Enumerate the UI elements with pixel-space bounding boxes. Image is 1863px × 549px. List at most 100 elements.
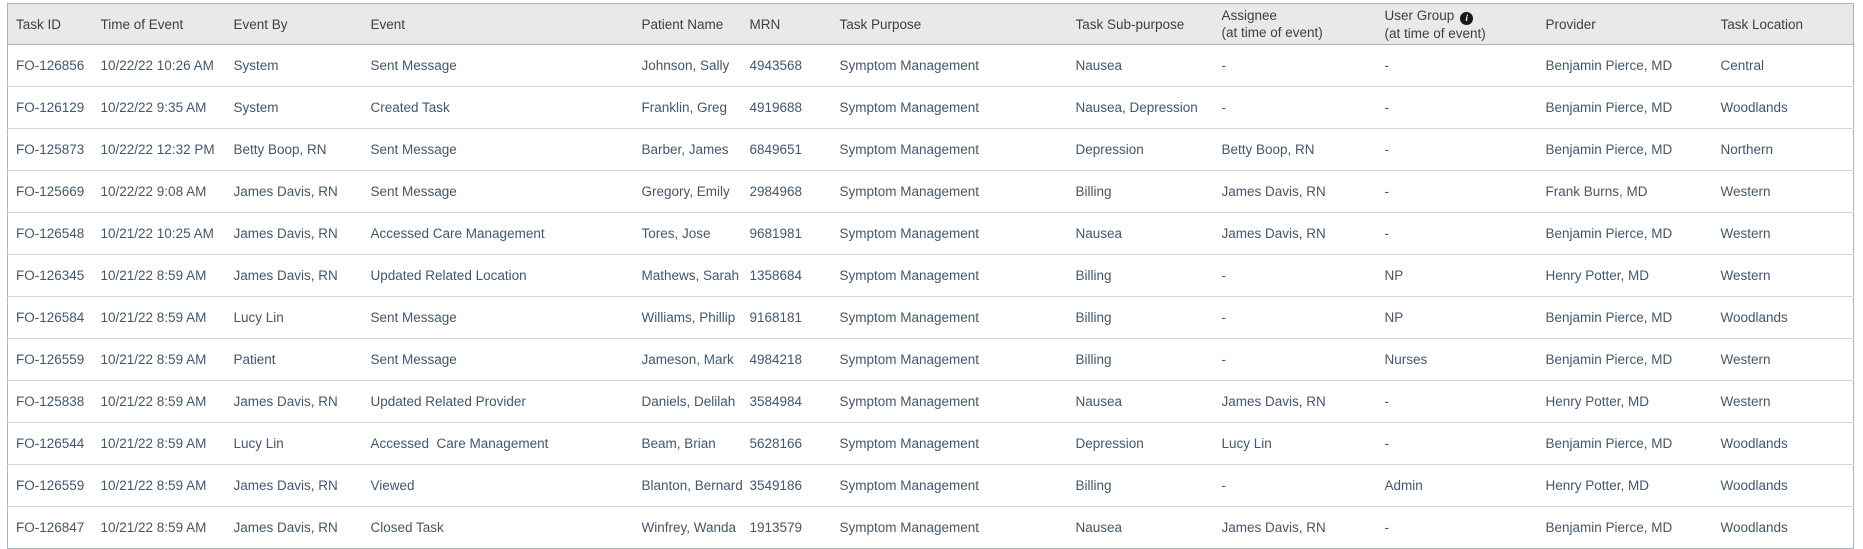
cell-provider: Benjamin Pierce, MD <box>1537 212 1713 255</box>
cell-task_id: FO-125669 <box>7 170 93 213</box>
table-row: FO-126847 10/21/22 8:59 AM James Davis, RN… <box>7 506 1854 549</box>
cell-event_by: James Davis, RN <box>225 170 363 213</box>
cell-task_purpose: Symptom Management <box>831 464 1068 507</box>
cell-time_of_event: 10/21/22 8:59 AM <box>92 422 226 465</box>
column-label: MRN <box>749 16 781 32</box>
table-row: FO-125669 10/22/22 9:08 AM James Davis, RN… <box>7 170 1854 213</box>
cell-task_location: Western <box>1712 254 1854 297</box>
column-label: Task Location <box>1720 16 1804 32</box>
cell-task_id: FO-126856 <box>7 44 93 87</box>
column-label: Task ID <box>16 16 62 32</box>
cell-provider: Henry Potter, MD <box>1537 380 1713 423</box>
cell-task_purpose: Symptom Management <box>831 422 1068 465</box>
table-body: FO-126856 10/22/22 10:26 AM System Sent Mes… <box>7 44 1854 549</box>
cell-task_purpose: Symptom Management <box>831 296 1068 339</box>
table-row: FO-126548 10/21/22 10:25 AM James Davis, R… <box>7 212 1854 255</box>
cell-task_sub_purpose: Nausea, Depression <box>1067 86 1214 129</box>
cell-task_purpose: Symptom Management <box>831 254 1068 297</box>
column-header-event: Event <box>362 3 634 45</box>
cell-assignee: - <box>1213 44 1377 87</box>
column-label: Event By <box>233 16 288 32</box>
cell-assignee: - <box>1213 86 1377 129</box>
column-header-assignee: Assignee (at time of event) <box>1213 3 1377 45</box>
cell-event: Sent Message <box>362 128 634 171</box>
column-header-provider: Provider <box>1537 3 1713 45</box>
cell-task_purpose: Symptom Management <box>831 380 1068 423</box>
cell-time_of_event: 10/21/22 8:59 AM <box>92 254 226 297</box>
cell-provider: Henry Potter, MD <box>1537 254 1713 297</box>
cell-event: Created Task <box>362 86 634 129</box>
cell-event: Accessed Care Management <box>362 422 634 465</box>
cell-user_group: - <box>1376 170 1538 213</box>
cell-mrn: 2984968 <box>741 170 832 213</box>
cell-user_group: NP <box>1376 254 1538 297</box>
cell-patient_name: Mathews, Sarah <box>633 254 742 297</box>
cell-event: Viewed <box>362 464 634 507</box>
cell-task_id: FO-126847 <box>7 506 93 549</box>
cell-event_by: System <box>225 86 363 129</box>
cell-task_sub_purpose: Nausea <box>1067 44 1214 87</box>
column-label: Task Sub-purpose <box>1075 16 1185 32</box>
cell-user_group: NP <box>1376 296 1538 339</box>
info-icon[interactable]: i <box>1460 11 1474 25</box>
cell-event_by: James Davis, RN <box>225 506 363 549</box>
cell-task_purpose: Symptom Management <box>831 86 1068 129</box>
table-row: FO-125873 10/22/22 12:32 PM Betty Boop, RN… <box>7 128 1854 171</box>
table-row: FO-126856 10/22/22 10:26 AM System Sent Mes… <box>7 44 1854 87</box>
table-row: FO-126345 10/21/22 8:59 AM James Davis, RN… <box>7 254 1854 297</box>
cell-patient_name: Williams, Phillip <box>633 296 742 339</box>
table-row: FO-126559 10/21/22 8:59 AM Patient Sent Mes… <box>7 338 1854 381</box>
cell-task_sub_purpose: Depression <box>1067 128 1214 171</box>
cell-mrn: 6849651 <box>741 128 832 171</box>
cell-task_location: Northern <box>1712 128 1854 171</box>
cell-provider: Benjamin Pierce, MD <box>1537 86 1713 129</box>
cell-user_group: - <box>1376 422 1538 465</box>
cell-patient_name: Tores, Jose <box>633 212 742 255</box>
cell-task_purpose: Symptom Management <box>831 44 1068 87</box>
cell-user_group: Admin <box>1376 464 1538 507</box>
cell-provider: Benjamin Pierce, MD <box>1537 338 1713 381</box>
cell-assignee: Betty Boop, RN <box>1213 128 1377 171</box>
cell-task_purpose: Symptom Management <box>831 506 1068 549</box>
cell-event_by: James Davis, RN <box>225 380 363 423</box>
cell-task_purpose: Symptom Management <box>831 128 1068 171</box>
cell-task_sub_purpose: Billing <box>1067 170 1214 213</box>
cell-time_of_event: 10/21/22 8:59 AM <box>92 338 226 381</box>
cell-event: Sent Message <box>362 296 634 339</box>
column-header-mrn: MRN <box>741 3 832 45</box>
column-label: Patient Name <box>641 16 724 32</box>
cell-task_location: Western <box>1712 380 1854 423</box>
cell-task_id: FO-126345 <box>7 254 93 297</box>
cell-task_sub_purpose: Billing <box>1067 464 1214 507</box>
cell-time_of_event: 10/22/22 12:32 PM <box>92 128 226 171</box>
cell-assignee: - <box>1213 296 1377 339</box>
cell-event: Closed Task <box>362 506 634 549</box>
cell-patient_name: Daniels, Delilah <box>633 380 742 423</box>
cell-mrn: 3584984 <box>741 380 832 423</box>
cell-time_of_event: 10/22/22 9:35 AM <box>92 86 226 129</box>
table-row: FO-126584 10/21/22 8:59 AM Lucy Lin Sent Me… <box>7 296 1854 339</box>
cell-provider: Frank Burns, MD <box>1537 170 1713 213</box>
cell-time_of_event: 10/22/22 10:26 AM <box>92 44 226 87</box>
cell-assignee: - <box>1213 464 1377 507</box>
cell-mrn: 9681981 <box>741 212 832 255</box>
column-label: Assignee <box>1221 8 1278 23</box>
cell-event_by: Lucy Lin <box>225 422 363 465</box>
cell-time_of_event: 10/22/22 9:08 AM <box>92 170 226 213</box>
cell-task_sub_purpose: Billing <box>1067 296 1214 339</box>
table-row: FO-126559 10/21/22 8:59 AM James Davis, RN… <box>7 464 1854 507</box>
cell-task_sub_purpose: Billing <box>1067 254 1214 297</box>
cell-provider: Benjamin Pierce, MD <box>1537 44 1713 87</box>
cell-task_id: FO-126548 <box>7 212 93 255</box>
cell-patient_name: Jameson, Mark <box>633 338 742 381</box>
cell-time_of_event: 10/21/22 8:59 AM <box>92 380 226 423</box>
cell-task_purpose: Symptom Management <box>831 338 1068 381</box>
cell-task_id: FO-126584 <box>7 296 93 339</box>
cell-user_group: - <box>1376 44 1538 87</box>
cell-provider: Henry Potter, MD <box>1537 464 1713 507</box>
cell-time_of_event: 10/21/22 8:59 AM <box>92 296 226 339</box>
cell-patient_name: Blanton, Bernard <box>633 464 742 507</box>
cell-task_sub_purpose: Depression <box>1067 422 1214 465</box>
cell-provider: Benjamin Pierce, MD <box>1537 506 1713 549</box>
table-row: FO-126129 10/22/22 9:35 AM System Created T… <box>7 86 1854 129</box>
